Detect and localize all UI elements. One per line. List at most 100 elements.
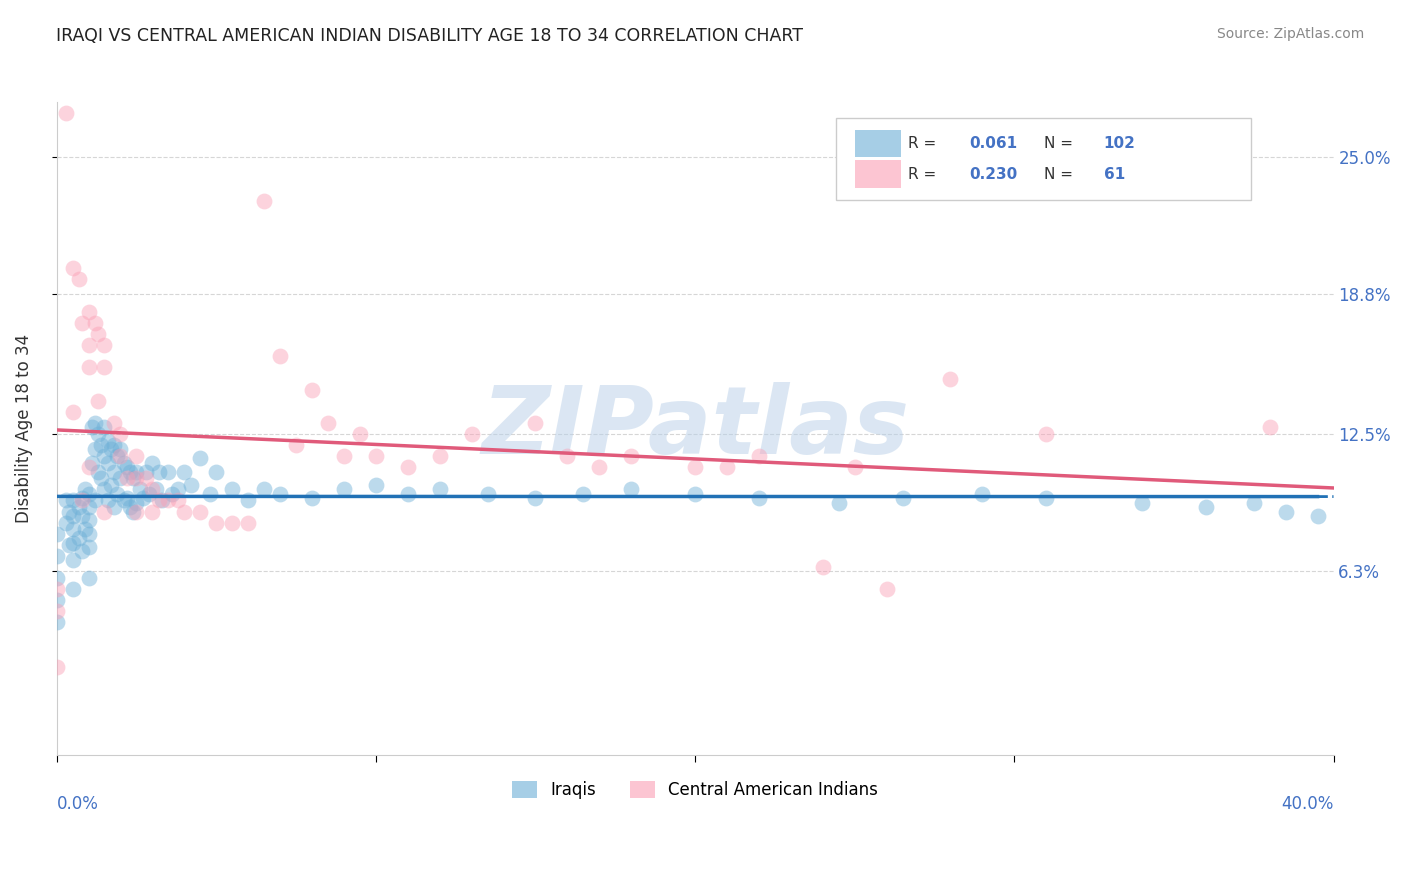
Point: [77, 460, 100, 475]
Point: [748, 491, 770, 506]
Point: [93, 483, 115, 497]
Point: [557, 449, 579, 463]
Point: [97, 493, 120, 508]
Point: [110, 427, 132, 442]
Point: [972, 487, 994, 501]
Point: [160, 487, 183, 501]
Point: [188, 504, 211, 518]
Point: [460, 427, 482, 442]
Point: [62, 535, 84, 549]
Point: [876, 582, 898, 596]
Point: [87, 427, 110, 442]
Text: 0.061: 0.061: [970, 136, 1018, 151]
Point: [588, 460, 610, 475]
Point: [55, 105, 77, 120]
Point: [301, 491, 323, 506]
Point: [188, 451, 211, 466]
Point: [62, 582, 84, 596]
Point: [396, 487, 419, 501]
Point: [77, 540, 100, 554]
Text: 61: 61: [1104, 167, 1125, 182]
Point: [45, 659, 67, 673]
Point: [45, 526, 67, 541]
Point: [70, 508, 93, 523]
Point: [118, 465, 141, 479]
Point: [167, 483, 190, 497]
Point: [173, 504, 195, 518]
FancyBboxPatch shape: [855, 129, 901, 157]
Text: ZIPatlas: ZIPatlas: [481, 383, 910, 475]
Point: [103, 465, 125, 479]
Point: [93, 504, 115, 518]
Point: [103, 416, 125, 430]
Point: [333, 483, 356, 497]
Point: [97, 456, 120, 470]
Point: [55, 516, 77, 530]
Point: [70, 493, 93, 508]
Text: IRAQI VS CENTRAL AMERICAN INDIAN DISABILITY AGE 18 TO 34 CORRELATION CHART: IRAQI VS CENTRAL AMERICAN INDIAN DISABIL…: [56, 27, 803, 45]
Point: [811, 560, 834, 574]
Point: [180, 478, 202, 492]
Point: [135, 471, 157, 485]
Point: [100, 478, 122, 492]
Text: Source: ZipAtlas.com: Source: ZipAtlas.com: [1216, 27, 1364, 41]
Point: [77, 526, 100, 541]
Point: [77, 513, 100, 527]
FancyBboxPatch shape: [835, 118, 1250, 200]
Point: [253, 194, 276, 209]
Point: [157, 465, 180, 479]
Point: [77, 487, 100, 501]
Point: [45, 582, 67, 596]
Point: [70, 544, 93, 558]
Point: [205, 516, 228, 530]
Point: [87, 393, 110, 408]
Point: [45, 571, 67, 585]
Point: [45, 615, 67, 630]
Point: [77, 571, 100, 585]
Point: [110, 442, 132, 457]
Point: [77, 338, 100, 352]
Point: [145, 483, 167, 497]
Point: [301, 383, 323, 397]
Point: [524, 491, 547, 506]
Point: [141, 504, 163, 518]
Point: [844, 460, 866, 475]
Point: [683, 487, 706, 501]
Point: [67, 272, 90, 286]
Point: [1243, 496, 1265, 510]
Point: [125, 449, 148, 463]
Point: [62, 260, 84, 275]
Point: [148, 465, 170, 479]
Point: [62, 508, 84, 523]
Point: [100, 442, 122, 457]
Point: [1306, 508, 1329, 523]
Point: [62, 522, 84, 536]
Point: [148, 493, 170, 508]
Point: [349, 427, 371, 442]
Point: [45, 604, 67, 618]
Point: [62, 553, 84, 567]
Point: [157, 493, 180, 508]
Point: [364, 449, 387, 463]
Text: N =: N =: [1043, 167, 1077, 182]
Point: [70, 316, 93, 330]
Point: [716, 460, 738, 475]
Point: [141, 483, 163, 497]
Point: [110, 449, 132, 463]
Point: [236, 493, 259, 508]
Point: [80, 456, 103, 470]
Point: [93, 360, 115, 375]
Point: [67, 531, 90, 545]
Point: [138, 487, 160, 501]
Point: [828, 496, 851, 510]
Text: N =: N =: [1043, 136, 1077, 151]
Legend: Iraqis, Central American Indians: Iraqis, Central American Indians: [506, 774, 884, 805]
Point: [67, 500, 90, 515]
Point: [84, 316, 107, 330]
Point: [93, 420, 115, 434]
Point: [333, 449, 356, 463]
Point: [45, 593, 67, 607]
Point: [620, 483, 643, 497]
Point: [1035, 491, 1057, 506]
Point: [221, 483, 243, 497]
